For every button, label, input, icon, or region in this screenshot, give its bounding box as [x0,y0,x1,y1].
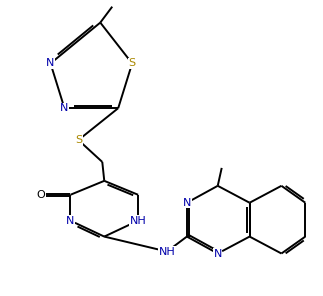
Text: S: S [75,135,82,145]
Text: NH: NH [159,247,175,257]
Text: N: N [66,216,75,226]
Text: O: O [36,190,45,200]
Text: N: N [60,103,69,113]
Text: N: N [183,198,191,208]
Text: S: S [129,58,136,68]
Text: NH: NH [130,216,147,226]
Text: N: N [46,58,55,68]
Text: N: N [214,249,222,258]
